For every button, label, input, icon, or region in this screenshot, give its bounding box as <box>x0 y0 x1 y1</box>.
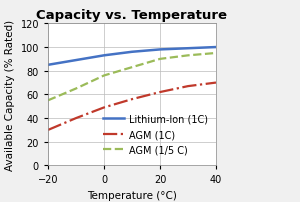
Y-axis label: Available Capacity (% Rated): Available Capacity (% Rated) <box>5 20 15 170</box>
AGM (1/5 C) <box>102 75 106 77</box>
AGM (1C) <box>46 129 50 132</box>
AGM (1/5 C) <box>186 55 190 57</box>
Line: AGM (1C): AGM (1C) <box>48 83 216 130</box>
Lithium-Ion (1C) <box>46 64 50 67</box>
AGM (1C) <box>74 117 78 120</box>
AGM (1C) <box>186 85 190 88</box>
Lithium-Ion (1C) <box>186 48 190 50</box>
AGM (1/5 C) <box>74 88 78 90</box>
X-axis label: Temperature (°C): Temperature (°C) <box>87 190 177 200</box>
Legend: Lithium-Ion (1C), AGM (1C), AGM (1/5 C): Lithium-Ion (1C), AGM (1C), AGM (1/5 C) <box>100 111 211 158</box>
Lithium-Ion (1C) <box>74 60 78 62</box>
AGM (1/5 C) <box>214 53 218 55</box>
Title: Capacity vs. Temperature: Capacity vs. Temperature <box>37 9 227 22</box>
AGM (1/5 C) <box>158 58 162 61</box>
AGM (1C) <box>102 107 106 109</box>
Lithium-Ion (1C) <box>130 51 134 54</box>
AGM (1C) <box>158 91 162 94</box>
Lithium-Ion (1C) <box>158 49 162 51</box>
Lithium-Ion (1C) <box>102 55 106 57</box>
Lithium-Ion (1C) <box>214 47 218 49</box>
AGM (1C) <box>130 98 134 101</box>
AGM (1C) <box>214 82 218 84</box>
Line: AGM (1/5 C): AGM (1/5 C) <box>48 54 216 101</box>
AGM (1/5 C) <box>46 100 50 102</box>
AGM (1/5 C) <box>130 67 134 69</box>
Line: Lithium-Ion (1C): Lithium-Ion (1C) <box>48 48 216 65</box>
